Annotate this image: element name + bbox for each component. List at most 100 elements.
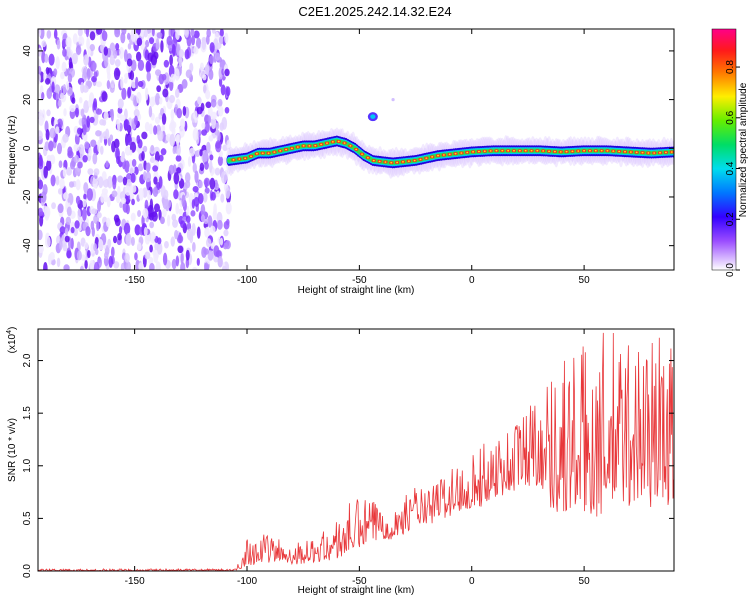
noise-speckle — [128, 164, 135, 175]
ridge-peak-core — [250, 155, 253, 158]
noise-speckle — [82, 85, 89, 93]
noise-speckle — [190, 29, 195, 37]
ridge-peak-core — [612, 150, 615, 152]
ridge-peak-core — [355, 148, 358, 151]
noise-speckle — [219, 29, 224, 37]
noise-speckle — [38, 115, 44, 126]
ridge-peak-core — [279, 150, 282, 152]
noise-speckle — [81, 114, 87, 128]
noise-speckle — [205, 35, 210, 45]
noise-speckle — [173, 172, 180, 185]
ridge-peak-core — [536, 149, 539, 152]
noise-speckle — [101, 171, 107, 181]
noise-speckle — [174, 88, 180, 99]
noise-speckle — [215, 140, 222, 153]
noise-speckle — [38, 229, 43, 241]
noise-speckle — [38, 130, 43, 141]
noise-speckle — [197, 96, 202, 105]
noise-speckle — [123, 77, 128, 84]
noise-speckle — [51, 202, 56, 210]
noise-speckle — [144, 251, 151, 260]
noise-speckle — [215, 42, 222, 50]
noise-speckle — [76, 127, 83, 135]
x-tick-label: -50 — [352, 275, 367, 286]
noise-speckle — [47, 253, 52, 266]
noise-speckle — [38, 29, 42, 37]
noise-speckle — [219, 237, 224, 246]
colorbar-tick-label: 0.6 — [725, 110, 736, 124]
noise-speckle — [210, 98, 217, 108]
noise-speckle — [82, 208, 87, 221]
colorbar-tick-label: 0.8 — [725, 60, 736, 74]
noise-speckle — [223, 220, 230, 230]
noise-speckle — [57, 203, 64, 214]
snr-xlabel: Height of straight line (km) — [298, 585, 415, 596]
noise-speckle — [168, 164, 175, 175]
noise-speckle — [80, 108, 85, 117]
x-tick-label: 0 — [469, 275, 475, 286]
noise-speckle — [44, 53, 49, 63]
ridge-peak-core — [285, 148, 288, 151]
noise-speckle — [84, 259, 88, 270]
noise-speckle — [89, 31, 96, 41]
noise-speckle — [142, 171, 147, 181]
noise-speckle — [162, 88, 169, 98]
noise-speckle — [202, 192, 208, 203]
noise-speckle — [184, 172, 191, 183]
noise-speckle — [185, 249, 190, 261]
noise-speckle — [208, 69, 214, 81]
ridge-peak-core — [366, 156, 369, 159]
noise-speckle — [209, 42, 215, 53]
ridge-peak-core — [454, 152, 457, 155]
noise-speckle — [172, 219, 178, 228]
y-tick-label: 0.5 — [22, 511, 33, 525]
noise-speckle — [208, 135, 214, 142]
noise-speckle — [51, 81, 55, 94]
noise-speckle — [112, 235, 118, 244]
noise-speckle — [98, 239, 104, 251]
colorbar-ticks: 0.0 0.2 0.4 0.6 0.8 — [725, 60, 740, 277]
noise-speckle — [114, 29, 121, 38]
x-tick-label: -100 — [237, 576, 257, 587]
noise-speckle — [143, 226, 148, 237]
ridge-peak-core — [477, 150, 480, 153]
ridge-peak-core — [512, 149, 515, 152]
noise-speckle — [191, 199, 195, 209]
noise-speckle — [180, 118, 186, 130]
ridge-peak-core — [518, 149, 521, 152]
noise-speckle — [38, 207, 44, 217]
ridge-peak-core — [542, 150, 545, 152]
noise-speckle — [148, 123, 153, 135]
noise-speckle — [76, 250, 82, 261]
noise-speckle — [150, 144, 155, 152]
noise-speckle — [102, 131, 108, 140]
noise-speckle — [56, 39, 61, 50]
noise-speckle — [38, 154, 43, 167]
noise-speckle — [145, 60, 151, 73]
noise-speckle — [55, 175, 60, 186]
noise-speckle — [83, 182, 89, 194]
noise-speckle — [146, 71, 151, 82]
noise-speckle — [129, 70, 135, 81]
noise-speckle — [196, 258, 200, 266]
ridge-peak-core — [343, 142, 346, 144]
noise-speckle — [144, 121, 150, 132]
ridge-peak-core — [460, 152, 463, 154]
colorbar-tick-label: 0.0 — [725, 263, 736, 277]
noise-speckle — [103, 111, 109, 121]
noise-speckle — [101, 188, 108, 196]
noise-speckle — [85, 226, 91, 237]
noise-speckle — [93, 71, 98, 79]
noise-speckle — [201, 122, 206, 129]
ridge-peak-core — [629, 151, 632, 153]
spectrogram-axes: -150 -100 -50 0 50 -40 -20 0 20 40 — [22, 29, 674, 286]
ridge-peak-core — [261, 152, 264, 154]
noise-speckle — [39, 214, 44, 227]
noise-speckle — [77, 161, 83, 169]
noise-speckle — [44, 141, 50, 152]
ridge-peak-core — [664, 151, 667, 154]
noise-speckle — [59, 92, 65, 100]
noise-speckle — [224, 68, 230, 77]
noise-speckle — [163, 59, 170, 68]
